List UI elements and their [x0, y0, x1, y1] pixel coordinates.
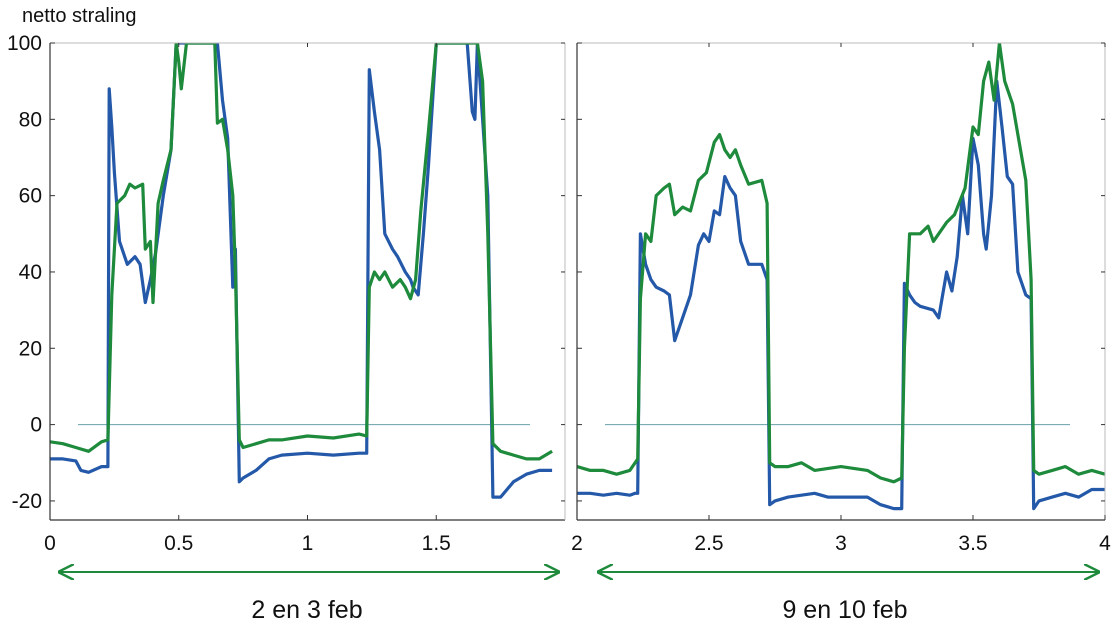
x-tick-label: 0.5 [164, 532, 193, 555]
x-tick-label: 3 [835, 532, 847, 555]
y-tick-label: 60 [19, 185, 42, 208]
y-tick-label: 20 [19, 337, 42, 360]
x-tick-label: 4 [1099, 532, 1111, 555]
y-tick-label: -20 [12, 490, 42, 513]
left-caption: 2 en 3 feb [251, 596, 362, 624]
series-line-0 [50, 43, 553, 499]
y-tick-label: 0 [30, 414, 42, 437]
right-panel: 2 2.5 3 3.5 4 [571, 42, 1111, 555]
x-tick-label: 2 [571, 532, 583, 555]
x-tick-label: 1 [302, 532, 314, 555]
y-tick-label: 100 [7, 32, 42, 55]
y-tick-label: 80 [19, 108, 42, 131]
right-caption: 9 en 10 feb [782, 596, 907, 624]
y-tick-label: 40 [19, 261, 42, 284]
series-line-1 [50, 43, 553, 461]
x-tick-label: 3.5 [958, 532, 987, 555]
x-tick-label: 0 [44, 532, 56, 555]
y-axis-title: netto straling [22, 5, 137, 27]
x-tick-label: 2.5 [694, 532, 723, 555]
x-tick-label: 1.5 [422, 532, 451, 555]
series-line-0 [577, 79, 1105, 511]
series-line-1 [577, 43, 1105, 484]
